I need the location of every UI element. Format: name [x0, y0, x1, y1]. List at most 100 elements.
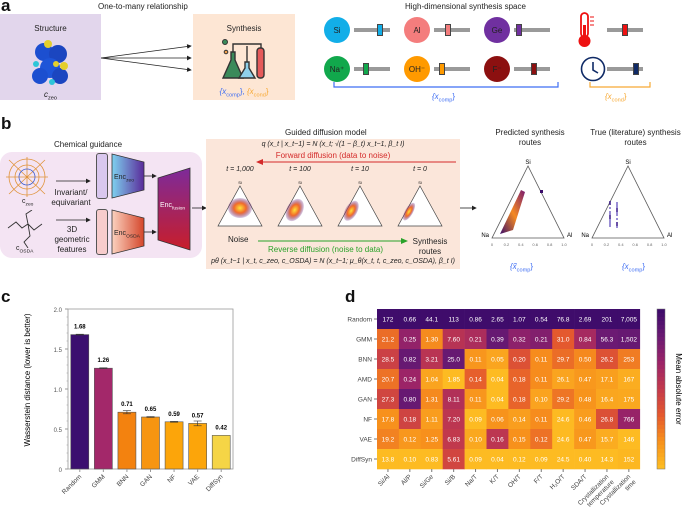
noise-label: Noise: [228, 235, 249, 244]
input-arrows: [56, 178, 91, 223]
tick-label: 0.6: [532, 242, 538, 247]
data-point: [616, 204, 618, 206]
heatmap-value: 0.12: [535, 437, 548, 444]
heatmap-value: 0.11: [469, 357, 482, 364]
heatmap-cell: [377, 449, 400, 470]
clock-slider[interactable]: [607, 63, 643, 75]
colorbar-segment: [657, 309, 665, 314]
colorbar-segment: [657, 457, 665, 462]
heatmap-value: 2.65: [491, 317, 504, 324]
heatmap-cell: [596, 389, 619, 410]
species-slider[interactable]: [434, 24, 470, 36]
slider-knob[interactable]: [363, 63, 369, 75]
heatmap-cell: [377, 409, 400, 430]
heatmap-value: 0.32: [513, 337, 526, 344]
ternary-triangle: [337, 185, 383, 227]
slider-knob[interactable]: [632, 63, 639, 75]
colorbar-segment: [657, 333, 665, 338]
colorbar-segment: [657, 425, 665, 430]
heatmap-cell: [420, 329, 443, 350]
enc-zeo-label: Enczeo: [114, 174, 134, 184]
heatmap-value: 0.40: [579, 457, 592, 464]
bar-value-label: 0.59: [168, 412, 180, 418]
synthesis-space-title: High-dimensional synthesis space: [405, 2, 526, 11]
heatmap-value: 26.2: [601, 357, 614, 364]
enc-fusion-label: Encfusion: [160, 202, 186, 212]
colorbar-segment: [657, 329, 665, 334]
slider-knob[interactable]: [438, 63, 445, 75]
heatmap-value: 0.11: [535, 357, 548, 364]
heatmap-value: 5.61: [447, 457, 460, 464]
vertex-al-label: Al: [567, 233, 572, 239]
heatmap-cell: [464, 449, 487, 470]
heatmap-value: 0.66: [404, 317, 417, 324]
x-tick-label: H₂O/T: [549, 473, 567, 491]
slider-knob[interactable]: [444, 24, 451, 36]
colorbar-segment: [657, 321, 665, 326]
heatmap-cell: [420, 389, 443, 410]
species-slider[interactable]: [514, 63, 550, 75]
slider-knob[interactable]: [622, 24, 628, 36]
x-comp-label: {xcomp}: [432, 92, 456, 104]
heatmap-value: 1.11: [426, 417, 439, 424]
heatmap-cell: [530, 389, 553, 410]
y-tick-label: NF: [363, 417, 372, 424]
heatmap-cell: [464, 389, 487, 410]
species-slider[interactable]: [354, 63, 390, 75]
brackets: [333, 82, 651, 88]
heatmap-value: 6.83: [447, 437, 460, 444]
heatmap-value: 0.16: [491, 437, 504, 444]
heatmap-value: 0.48: [579, 397, 592, 404]
heatmap-value: 0.15: [513, 437, 526, 444]
data-point: [616, 212, 618, 214]
heatmap-value: 3.21: [425, 357, 438, 364]
species-slider[interactable]: [434, 63, 470, 75]
heatmap-cell: [574, 349, 597, 370]
colorbar-segment: [657, 369, 665, 374]
colorbar-segment: [657, 401, 665, 406]
y-tick-label: GMM: [356, 337, 372, 344]
slider-knob[interactable]: [377, 24, 384, 36]
data-point: [609, 213, 611, 215]
colorbar-segment: [657, 345, 665, 350]
data-point: [609, 201, 611, 203]
heatmap-value: 31.0: [557, 337, 570, 344]
species-slider[interactable]: [514, 24, 550, 36]
slider-knob[interactable]: [515, 24, 522, 36]
data-point: [609, 223, 611, 225]
structure-title: Structure: [34, 24, 67, 33]
heatmap-value: 76.8: [557, 317, 570, 324]
panel-a-label: a: [1, 0, 11, 15]
true-title: True (literature) synthesis routes: [590, 128, 681, 147]
heatmap-value: 0.14: [469, 377, 482, 384]
heatmap-value: 0.18: [513, 397, 526, 404]
colorbar-segment: [657, 365, 665, 370]
heatmap-value: 15.7: [601, 437, 614, 444]
species-slider[interactable]: [354, 24, 390, 36]
reverse-diffusion-label: Reverse diffusion (noise to data): [268, 245, 384, 254]
thermometer-icon: [578, 12, 594, 47]
heatmap-value: 0.10: [404, 457, 417, 464]
vertex-label: Si: [418, 180, 422, 185]
heatmap-cell: [377, 309, 400, 330]
synthesis-routes-label: Synthesis routes: [412, 237, 448, 256]
heatmap-value: 167: [623, 377, 634, 384]
heatmap-value: 0.11: [535, 377, 548, 384]
heatmap-cell: [486, 389, 509, 410]
heatmap-cell: [574, 309, 597, 330]
bar-value-label: 0.71: [121, 402, 133, 408]
heatmap-value: 1,502: [621, 337, 638, 344]
vertex-label: Si: [238, 180, 242, 185]
heatmap-value: 2.69: [579, 317, 592, 324]
thermometer-slider[interactable]: [607, 24, 643, 36]
heatmap-cell: [530, 309, 553, 330]
ternary-plots: Si Na Al 0 0.2 0.4 0.6 0.8 1.0 Si Na Al 0 0.2 0.4 0.6 0.…: [481, 160, 672, 247]
heatmap-cell: [508, 349, 531, 370]
c-osda-label: cOSDA: [16, 245, 34, 255]
slider-knob[interactable]: [530, 63, 537, 75]
heatmap-value: 44.1: [425, 317, 438, 324]
heatmap-cell: [508, 309, 531, 330]
synthesis-variables: {xcomp}, {xcond}: [219, 87, 269, 99]
data-point: [609, 215, 611, 217]
heatmap-value: 113: [448, 317, 459, 324]
